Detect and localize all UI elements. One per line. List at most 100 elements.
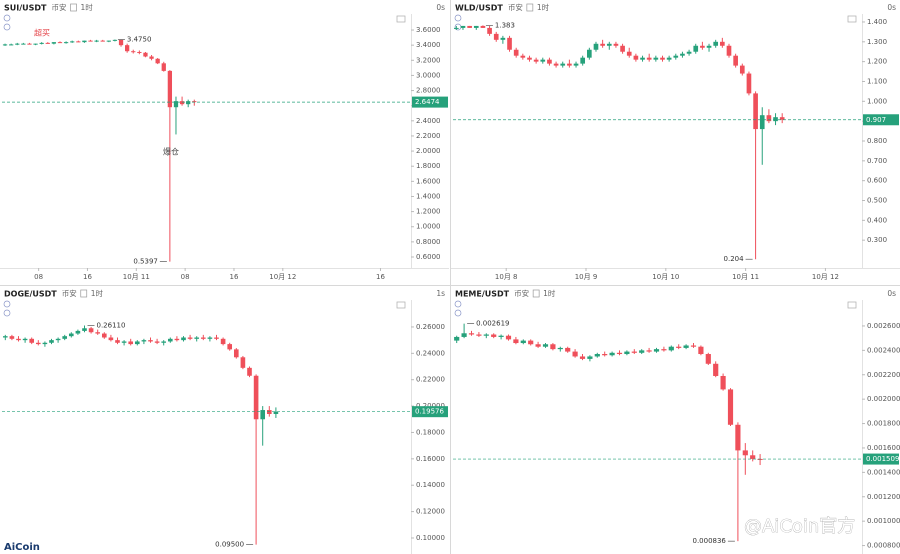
candle-body <box>57 42 63 44</box>
low-label: 0.204 <box>724 255 745 263</box>
candle-body <box>706 45 712 48</box>
candle-body <box>68 333 74 337</box>
candle-body <box>542 344 549 347</box>
y-tick-label: 2.4000 <box>416 117 441 125</box>
y-tick-label: 1.0000 <box>416 223 441 231</box>
y-tick-label: 0.10000 <box>416 534 445 542</box>
candle-body <box>128 341 134 345</box>
candle-body <box>200 337 206 339</box>
candle-body <box>683 345 689 348</box>
candle-body <box>602 354 608 356</box>
candle-body <box>161 63 166 71</box>
indicator-icon <box>454 14 462 22</box>
symbol: MEME/USDT <box>455 290 510 299</box>
candle-body <box>131 51 136 53</box>
candle-body <box>528 340 534 345</box>
candle-body <box>733 55 738 66</box>
candle-body <box>42 342 48 345</box>
candle-body <box>45 42 50 44</box>
candle-body <box>174 338 180 341</box>
y-tick-label: 0.002000 <box>867 395 900 403</box>
candle-body <box>240 357 246 368</box>
x-tick-label: 08 <box>181 273 190 281</box>
candle-body <box>62 336 68 339</box>
candle-body <box>22 338 28 341</box>
candle-body <box>505 335 512 340</box>
candle-body <box>500 37 506 40</box>
y-tick-label: 0.001800 <box>867 420 900 428</box>
candle-body <box>587 356 593 359</box>
y-tick-label: 0.800 <box>867 137 887 145</box>
candle-body <box>167 338 173 342</box>
candle-body <box>557 347 563 350</box>
candle-body <box>154 341 160 343</box>
y-tick-label: 1.100 <box>867 77 887 85</box>
candle-body <box>247 367 252 376</box>
candle-body <box>187 337 193 339</box>
candle-body <box>148 340 153 342</box>
y-tick-label: 0.8000 <box>416 238 441 246</box>
candle-body <box>606 43 612 46</box>
last-price-label: 0.19576 <box>415 408 444 416</box>
candle-body <box>633 55 639 60</box>
x-tick-label: 16 <box>376 273 385 281</box>
candle-body <box>753 93 758 130</box>
candle-body <box>88 328 94 333</box>
y-tick-label: 0.001400 <box>867 468 900 476</box>
y-tick-label: 2.8000 <box>416 87 441 95</box>
candle-body <box>161 341 167 343</box>
indicator-icon <box>3 300 11 308</box>
symbol: SUI/USDT <box>4 4 47 13</box>
candle-body <box>453 27 459 29</box>
candle-body <box>29 338 35 343</box>
candle-body <box>155 58 160 64</box>
candle-body <box>705 354 711 364</box>
candle-body <box>95 332 101 334</box>
last-price-label: 0.907 <box>866 116 886 124</box>
candle-body <box>700 45 705 48</box>
y-tick-label: 1.000 <box>867 97 887 105</box>
exchange: 币安 <box>62 288 77 298</box>
candle-body <box>143 52 148 57</box>
candle-body <box>461 333 467 337</box>
candle-body <box>527 57 532 60</box>
candle-body <box>653 57 659 60</box>
candle-body <box>640 57 645 60</box>
candle-body <box>100 40 105 42</box>
candle-body <box>713 41 719 46</box>
x-tick-label: 16 <box>83 273 92 281</box>
candle-body <box>560 63 566 66</box>
symbol: WLD/USDT <box>455 4 503 13</box>
high-label: 0.002619 <box>476 320 509 328</box>
candle-body <box>108 337 114 341</box>
candle-body <box>686 51 692 54</box>
y-tick-label: 0.001000 <box>867 517 900 525</box>
x-tick-label: 10月 12 <box>269 273 296 281</box>
candle-body <box>735 424 741 451</box>
candle-body <box>468 333 475 335</box>
candle-body <box>2 44 8 46</box>
y-tick-label: 1.8000 <box>416 162 441 170</box>
candle-body <box>253 375 259 420</box>
candle-body <box>233 349 239 358</box>
interval: 1时 <box>537 2 550 12</box>
candle-body <box>493 33 499 40</box>
y-tick-label: 3.0000 <box>416 71 441 79</box>
screenshot-icon <box>396 15 406 23</box>
candle-body <box>106 40 111 42</box>
candle-body <box>535 344 541 347</box>
last-price-tag <box>863 114 899 126</box>
y-tick-label: 1.200 <box>867 58 887 66</box>
screenshot-icon <box>847 15 857 23</box>
y-tick-label: 3.6000 <box>416 26 441 34</box>
candle-body <box>112 39 118 41</box>
candle-body <box>513 49 519 56</box>
candle-body <box>491 334 497 337</box>
exchange: 币安 <box>514 288 529 298</box>
candle-body <box>134 341 140 345</box>
countdown: 0s <box>887 289 896 298</box>
candle-body <box>35 342 41 345</box>
y-tick-label: 0.001600 <box>867 444 900 452</box>
exchange: 币安 <box>52 2 67 12</box>
candle-body <box>565 347 571 352</box>
